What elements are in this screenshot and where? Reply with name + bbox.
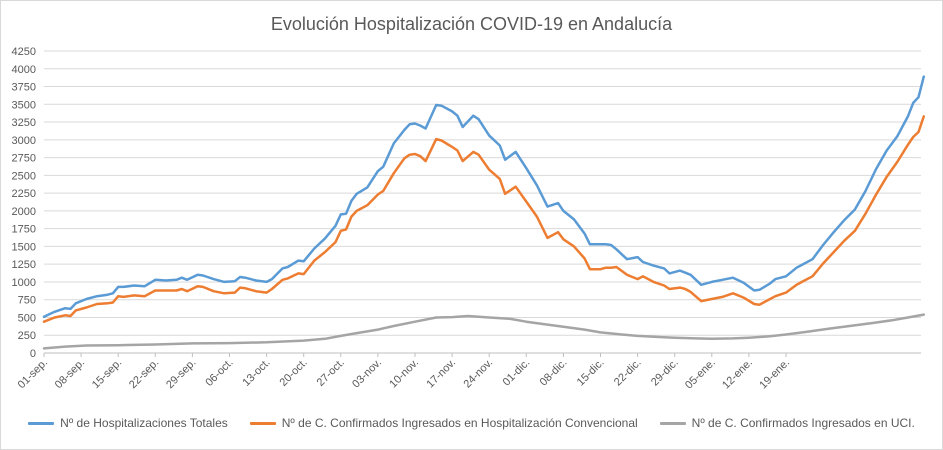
- legend: Nº de Hospitalizaciones Totales Nº de C.…: [0, 416, 943, 430]
- gridlines: [44, 50, 921, 354]
- y-axis-tick-labels: 0 250 500 750 1000 1250 1500 1750 2000 2250 2500 27…: [12, 46, 36, 360]
- x-tick-label: 03-nov.: [350, 357, 384, 391]
- y-tick-label: 0: [30, 348, 36, 360]
- legend-swatch-totales: [28, 421, 55, 425]
- legend-label-uci: Nº de C. Confirmados Ingresados en UCI.: [691, 416, 915, 430]
- legend-label-totales: Nº de Hospitalizaciones Totales: [60, 416, 228, 430]
- x-tick-label: 13-oct.: [240, 357, 272, 389]
- y-tick-label: 4000: [12, 64, 36, 76]
- x-tick-label: 10-nov.: [387, 357, 421, 391]
- x-tick-label: 22-dic.: [612, 357, 644, 389]
- legend-label-convencional: Nº de C. Confirmados Ingresados en Hospi…: [281, 416, 638, 430]
- x-tick-label: 17-nov.: [424, 357, 458, 391]
- x-tick-label: 01-sep.: [16, 357, 50, 391]
- legend-item-totales: Nº de Hospitalizaciones Totales: [28, 416, 228, 430]
- x-tick-label: 15-dic.: [575, 357, 607, 389]
- x-tick-label: 12-ene.: [720, 357, 755, 392]
- x-tick-label: 29-dic.: [649, 357, 681, 389]
- y-tick-label: 4250: [12, 46, 36, 58]
- y-tick-label: 250: [18, 330, 36, 342]
- series-lines: [42, 75, 926, 350]
- legend-swatch-uci: [659, 421, 686, 425]
- x-tick-label: 08-dic.: [538, 357, 570, 389]
- legend-swatch-convencional: [249, 421, 276, 425]
- series-line-0: [42, 75, 926, 319]
- x-tick-label: 05-ene.: [683, 357, 718, 392]
- y-tick-label: 3250: [12, 117, 36, 129]
- legend-item-convencional: Nº de C. Confirmados Ingresados en Hospi…: [249, 416, 638, 430]
- x-tick-label: 08-sep.: [53, 357, 87, 391]
- x-tick-label: 19-ene.: [757, 357, 792, 392]
- x-tick-label: 29-sep.: [164, 357, 198, 391]
- y-tick-label: 500: [18, 312, 36, 324]
- y-tick-label: 3500: [12, 99, 36, 111]
- y-tick-label: 2250: [12, 188, 36, 200]
- y-tick-label: 1250: [12, 259, 36, 271]
- y-tick-label: 2750: [12, 153, 36, 165]
- y-tick-label: 2000: [12, 206, 36, 218]
- y-tick-label: 2500: [12, 170, 36, 182]
- x-tick-label: 27-oct.: [315, 357, 347, 389]
- x-axis-tick-labels: 01-sep. 08-sep. 15-sep. 22-sep. 29-sep. 06-oc…: [16, 353, 792, 392]
- legend-item-uci: Nº de C. Confirmados Ingresados en UCI.: [659, 416, 915, 430]
- y-tick-label: 750: [18, 295, 36, 307]
- y-tick-label: 3750: [12, 82, 36, 94]
- x-tick-label: 06-oct.: [203, 357, 235, 389]
- series-line-1: [42, 115, 926, 323]
- x-tick-label: 15-sep.: [90, 357, 124, 391]
- x-tick-label: 24-nov.: [461, 357, 495, 391]
- x-tick-label: 20-oct.: [278, 357, 310, 389]
- x-tick-label: 22-sep.: [127, 357, 161, 391]
- y-tick-label: 3000: [12, 135, 36, 147]
- y-tick-label: 1500: [12, 241, 36, 253]
- y-tick-label: 1750: [12, 224, 36, 236]
- x-tick-label: 01-dic.: [501, 357, 533, 389]
- y-tick-label: 1000: [12, 277, 36, 289]
- chart-title: Evolución Hospitalización COVID-19 en An…: [270, 14, 673, 34]
- series-line-2: [42, 313, 926, 350]
